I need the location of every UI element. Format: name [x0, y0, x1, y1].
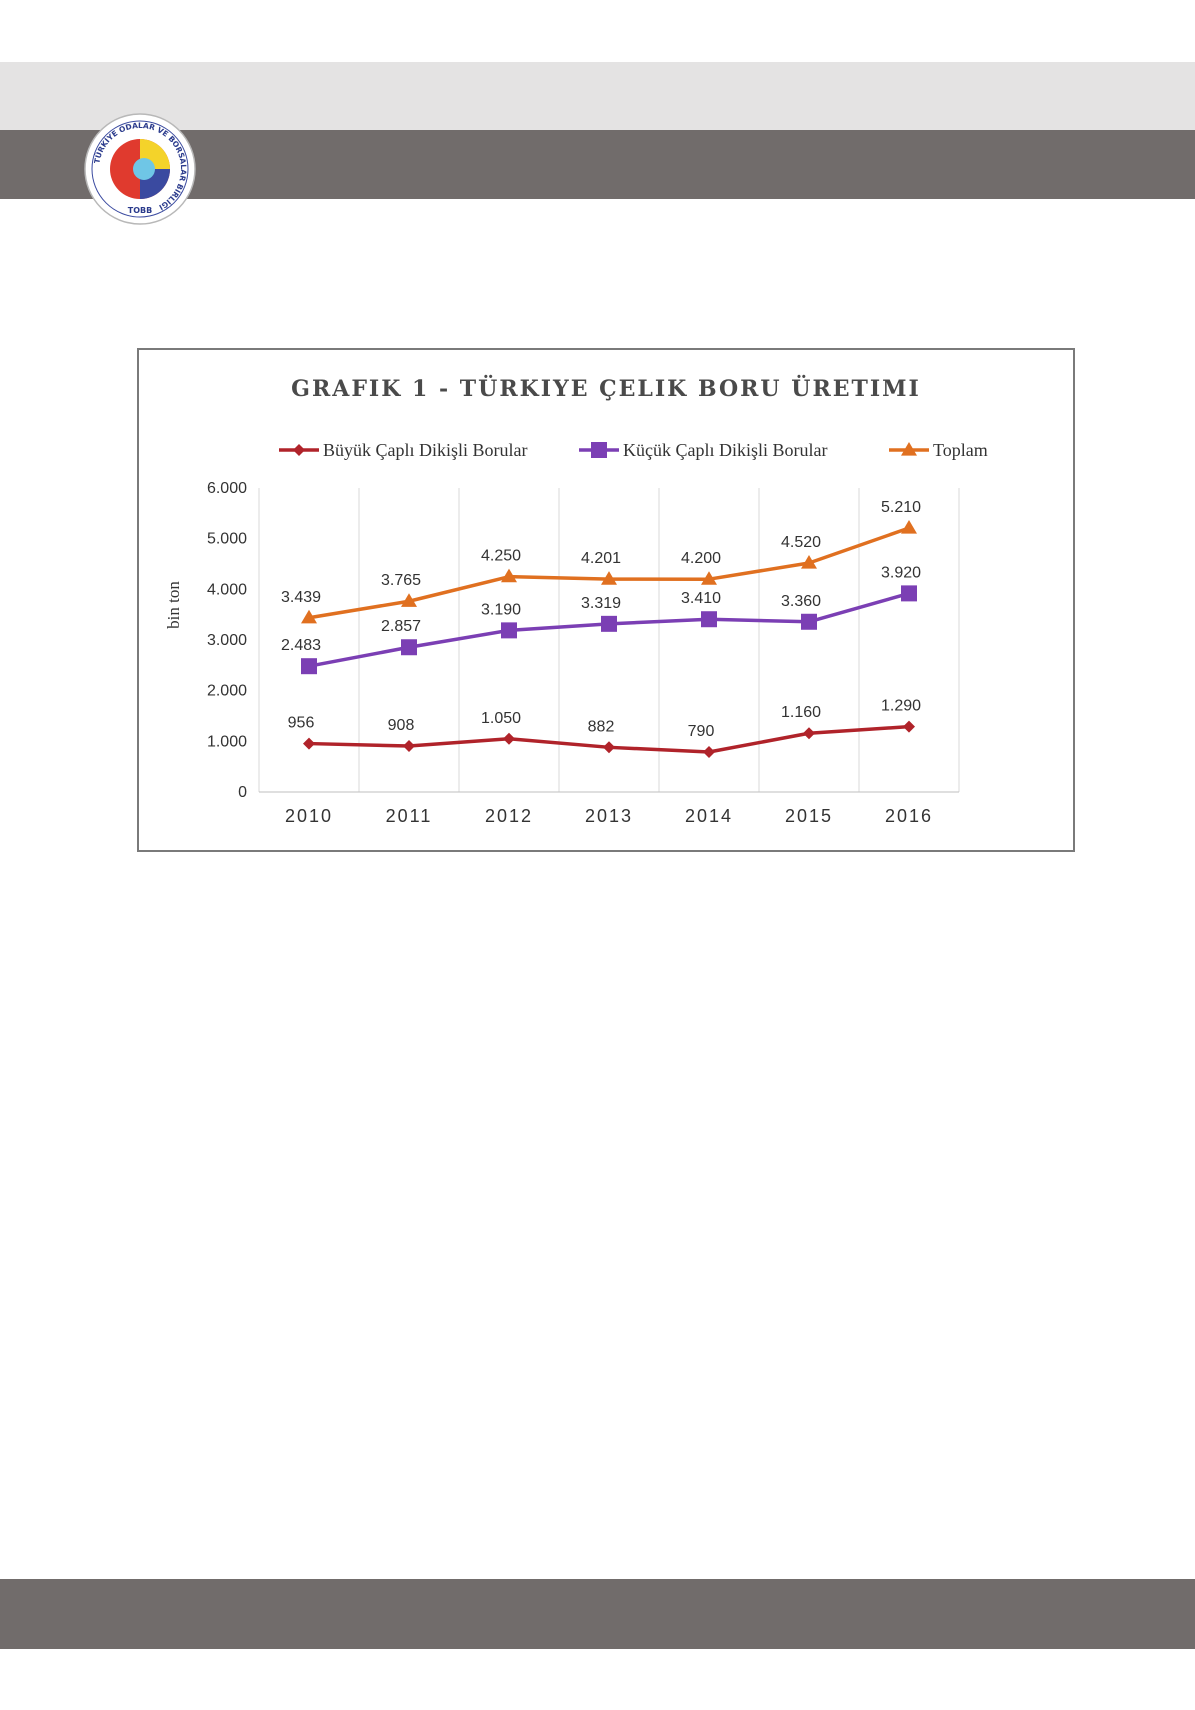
x-tick-label: 2012	[485, 806, 533, 826]
data-point	[701, 571, 717, 585]
y-axis: 0 1.000 2.000 3.000 4.000 5.000 6.000	[207, 480, 247, 801]
data-label: 3.439	[281, 589, 321, 606]
data-label: 790	[688, 723, 715, 740]
y-tick-label: 4.000	[207, 581, 247, 598]
data-point	[601, 571, 617, 585]
data-label: 882	[588, 718, 615, 735]
data-label: 2.483	[281, 637, 321, 654]
data-point	[801, 613, 817, 630]
data-point	[591, 442, 607, 458]
x-tick-label: 2013	[585, 806, 633, 826]
data-point	[503, 732, 515, 745]
x-tick-label: 2011	[386, 806, 433, 826]
chart-legend: Büyük Çaplı Dikişli Borular Küçük Çaplı D…	[279, 440, 988, 460]
y-tick-label: 0	[238, 784, 247, 801]
data-point	[401, 593, 417, 607]
data-point	[501, 568, 517, 583]
y-tick-label: 3.000	[207, 632, 247, 649]
header-band-light	[0, 62, 1195, 130]
y-tick-label: 1.000	[207, 733, 247, 750]
data-point	[301, 658, 317, 675]
data-point	[803, 727, 815, 740]
data-label: 1.050	[481, 710, 521, 727]
x-axis: 2010 2011 2012 2013 2014 2015 2016	[285, 806, 933, 826]
data-label: 5.210	[881, 499, 921, 516]
chart-title: GRAFIK 1 - TÜRKIYE ÇELIK BORU ÜRETIMI	[291, 374, 921, 402]
data-point	[903, 720, 915, 733]
data-point	[303, 737, 315, 750]
x-tick-label: 2010	[285, 806, 333, 826]
data-label: 956	[288, 715, 315, 732]
legend-label: Büyük Çaplı Dikişli Borular	[323, 440, 528, 460]
data-label: 3.319	[581, 595, 621, 612]
data-point	[293, 444, 305, 456]
x-tick-label: 2015	[785, 806, 833, 826]
data-point	[601, 615, 617, 632]
header-band-dark	[0, 130, 1195, 199]
data-point	[901, 442, 917, 456]
data-point	[703, 745, 715, 758]
legend-label: Küçük Çaplı Dikişli Borular	[623, 440, 827, 460]
series-2	[301, 520, 917, 624]
data-label: 3.410	[681, 590, 721, 607]
data-label: 4.250	[481, 548, 521, 565]
legend-item: Toplam	[889, 440, 988, 460]
line-chart: GRAFIK 1 - TÜRKIYE ÇELIK BORU ÜRETIMI Bü…	[164, 374, 988, 826]
data-point	[501, 622, 517, 639]
legend-item: Büyük Çaplı Dikişli Borular	[279, 440, 528, 460]
data-label: 3.765	[381, 572, 421, 589]
legend-item: Küçük Çaplı Dikişli Borular	[579, 440, 827, 460]
data-label: 3.190	[481, 601, 521, 618]
data-label: 4.201	[581, 550, 621, 567]
chart-frame: GRAFIK 1 - TÜRKIYE ÇELIK BORU ÜRETIMI Bü…	[137, 348, 1075, 852]
tobb-logo: TÜRKİYE ODALAR VE BORSALAR BİRLİĞİ TOBB	[84, 113, 196, 225]
data-label: 4.520	[781, 534, 821, 551]
data-point	[701, 611, 717, 628]
data-label: 2.857	[381, 618, 421, 635]
data-label: 1.160	[781, 704, 821, 721]
footer-band	[0, 1579, 1195, 1649]
data-point	[401, 639, 417, 656]
series-1	[301, 585, 917, 675]
x-tick-label: 2016	[885, 806, 933, 826]
data-point	[603, 741, 615, 754]
x-tick-label: 2014	[685, 806, 733, 826]
data-point	[403, 739, 415, 752]
data-point	[301, 609, 317, 624]
logo-abbr: TOBB	[128, 206, 152, 215]
y-axis-label: bin ton	[164, 581, 183, 629]
data-point	[901, 585, 917, 602]
chart-data-labels: 956 908 1.050 882 790 1.160 1.290 2.483 2.857 3.1…	[281, 499, 921, 740]
data-label: 3.920	[881, 564, 921, 581]
y-tick-label: 2.000	[207, 683, 247, 700]
data-point	[801, 554, 817, 569]
data-label: 3.360	[781, 593, 821, 610]
series-0	[303, 720, 915, 758]
y-tick-label: 5.000	[207, 531, 247, 548]
chart-series	[301, 520, 917, 758]
data-label: 1.290	[881, 698, 921, 715]
data-label: 4.200	[681, 550, 721, 567]
legend-label: Toplam	[933, 440, 988, 460]
data-point	[901, 520, 917, 534]
y-tick-label: 6.000	[207, 480, 247, 497]
data-label: 908	[388, 717, 415, 734]
